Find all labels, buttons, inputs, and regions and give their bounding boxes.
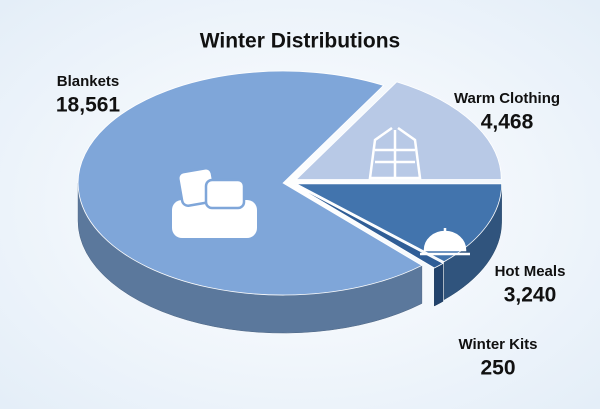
blanket-icon: [172, 200, 257, 238]
pie-slice: [77, 70, 423, 296]
slice-label: Warm Clothing: [454, 90, 560, 107]
pie-slice: [295, 185, 444, 269]
slice-label: Blankets: [57, 73, 120, 90]
slice-label: Hot Meals: [495, 263, 566, 280]
pillow-icon: [204, 178, 246, 210]
value-label: 18,561: [56, 94, 121, 117]
slice-label: Winter Kits: [458, 336, 537, 353]
pie-slice: [295, 81, 502, 180]
value-label: 4,468: [481, 111, 534, 134]
chart-title: Winter Distributions: [200, 30, 400, 53]
icons: [172, 126, 470, 256]
value-label: 250: [480, 357, 515, 380]
jacket-icon: [368, 126, 422, 180]
value-label: 3,240: [504, 284, 557, 307]
pie: [77, 70, 503, 334]
pie-side: [434, 262, 444, 307]
cloche-icon: [420, 228, 470, 256]
